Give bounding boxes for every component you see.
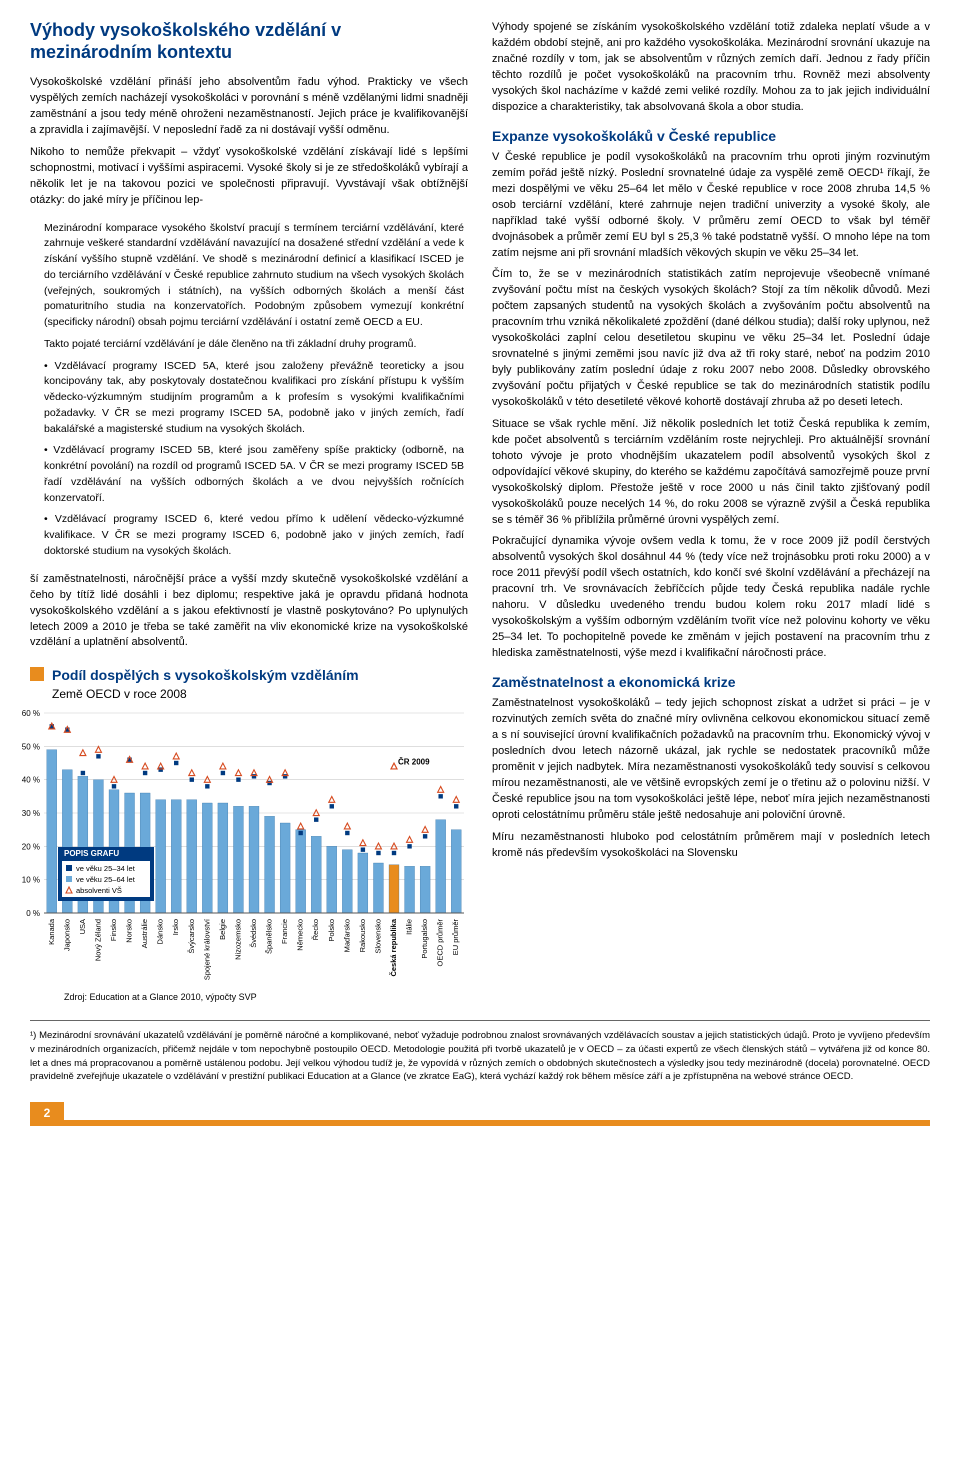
page-number: 2 <box>30 1102 64 1126</box>
svg-text:Nizozemsko: Nizozemsko <box>233 919 242 960</box>
inset-text: • Vzdělávací programy ISCED 5B, které js… <box>44 443 464 506</box>
svg-text:absolventi VŠ: absolventi VŠ <box>76 886 122 895</box>
svg-text:ve věku 25–64 let: ve věku 25–64 let <box>76 875 136 884</box>
svg-text:20 %: 20 % <box>22 842 40 851</box>
svg-text:OECD průměr: OECD průměr <box>436 919 445 967</box>
body-text: V České republice je podíl vysokoškoláků… <box>492 150 930 262</box>
inset-text: • Vzdělávací programy ISCED 5A, které js… <box>44 359 464 438</box>
svg-text:Portugalsko: Portugalsko <box>420 919 429 959</box>
svg-text:Řecko: Řecko <box>311 919 320 940</box>
page-footer: 2 <box>30 1102 930 1126</box>
svg-text:Belgie: Belgie <box>218 919 227 940</box>
body-text: Nikoho to nemůže překvapit – vždyť vysok… <box>30 145 468 209</box>
svg-text:Itálie: Itálie <box>405 919 414 935</box>
svg-text:ČR 2009: ČR 2009 <box>398 757 430 766</box>
svg-text:Finsko: Finsko <box>109 919 118 941</box>
svg-text:Spojené království: Spojené království <box>202 918 211 980</box>
svg-text:EU průměr: EU průměr <box>451 919 460 956</box>
chart-block: Podíl dospělých s vysokoškolským vzdělán… <box>30 665 468 1004</box>
chart-source: Zdroj: Education at a Glance 2010, výpoč… <box>64 991 468 1004</box>
svg-text:Norsko: Norsko <box>125 919 134 943</box>
svg-text:Nový Zéland: Nový Zéland <box>93 919 102 961</box>
svg-text:ve věku 25–34 let: ve věku 25–34 let <box>76 864 136 873</box>
body-text: Situace se však rychle mění. Již několik… <box>492 417 930 529</box>
inset-box: Mezinárodní komparace vysokého školství … <box>40 221 468 560</box>
svg-text:Austrálie: Austrálie <box>140 919 149 948</box>
svg-text:40 %: 40 % <box>22 776 40 785</box>
svg-text:10 %: 10 % <box>22 876 40 885</box>
body-text: Výhody spojené se získáním vysokoškolské… <box>492 20 930 116</box>
body-text: ší zaměstnatelnosti, náročnější práce a … <box>30 572 468 652</box>
svg-text:Maďarsko: Maďarsko <box>342 919 351 952</box>
inset-text: Takto pojaté terciární vzdělávání je dál… <box>44 337 464 353</box>
section-heading: Zaměstnatelnost a ekonomická krize <box>492 672 930 692</box>
body-text: Vysokoškolské vzdělání přináší jeho abso… <box>30 75 468 139</box>
chart-title: Podíl dospělých s vysokoškolským vzdělán… <box>52 665 359 685</box>
footnote-separator <box>30 1020 930 1021</box>
body-text: Pokračující dynamika vývoje ovšem vedla … <box>492 534 930 662</box>
svg-text:Polsko: Polsko <box>327 919 336 942</box>
svg-text:Rakousko: Rakousko <box>358 919 367 952</box>
chart-square-icon <box>30 667 44 681</box>
chart-subtitle: Země OECD v roce 2008 <box>52 686 359 703</box>
svg-text:Irsko: Irsko <box>171 919 180 935</box>
svg-text:Slovensko: Slovensko <box>373 919 382 954</box>
right-column: Výhody spojené se získáním vysokoškolské… <box>492 20 930 1004</box>
svg-text:POPIS GRAFU: POPIS GRAFU <box>64 849 119 858</box>
section-heading: Expanze vysokoškoláků v České republice <box>492 126 930 146</box>
body-text: Míru nezaměstnanosti hluboko pod celostá… <box>492 830 930 862</box>
footnote-text: ¹) Mezinárodní srovnávání ukazatelů vzdě… <box>30 1029 930 1084</box>
svg-text:Dánsko: Dánsko <box>156 919 165 944</box>
svg-text:Česká republika: Česká republika <box>389 918 398 976</box>
body-text: Čím to, že se v mezinárodních statistiká… <box>492 267 930 410</box>
svg-text:Francie: Francie <box>280 919 289 944</box>
svg-text:30 %: 30 % <box>22 809 40 818</box>
svg-text:0 %: 0 % <box>26 909 40 918</box>
body-text: Zaměstnatelnost vysokoškoláků – tedy jej… <box>492 696 930 824</box>
svg-text:Japonsko: Japonsko <box>62 919 71 951</box>
chart-ylabel: Podíl osob s terciárním vzděláním <box>0 712 3 848</box>
svg-text:50 %: 50 % <box>22 742 40 751</box>
left-column: Výhody vysokoškolského vzdělání v meziná… <box>30 20 468 1004</box>
svg-text:Švédsko: Švédsko <box>249 919 258 948</box>
main-heading: Výhody vysokoškolského vzdělání v meziná… <box>30 20 468 63</box>
svg-text:Německo: Německo <box>296 919 305 951</box>
bar-chart: 0 % 10 % 20 % 30 % 40 % 50 % 60 % Kanada Japonsk… <box>10 707 470 987</box>
svg-text:60 %: 60 % <box>22 709 40 718</box>
inset-text: • Vzdělávací programy ISCED 6, které ved… <box>44 512 464 559</box>
svg-text:USA: USA <box>78 919 87 934</box>
svg-text:Švýcarsko: Švýcarsko <box>187 919 196 954</box>
svg-text:Španělsko: Španělsko <box>265 919 274 954</box>
svg-text:Kanada: Kanada <box>47 918 56 945</box>
inset-text: Mezinárodní komparace vysokého školství … <box>44 221 464 331</box>
